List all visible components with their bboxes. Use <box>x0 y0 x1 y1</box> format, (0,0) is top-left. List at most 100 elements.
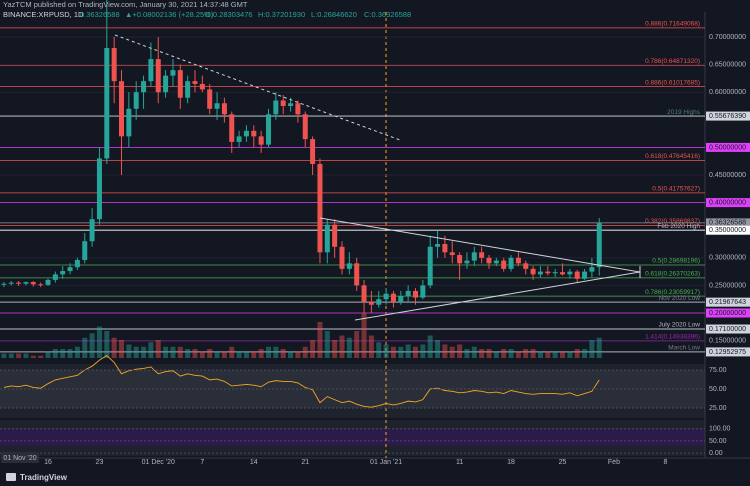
price-tag <box>706 111 750 121</box>
volume-bar <box>67 349 73 358</box>
candle-body <box>266 114 271 145</box>
candle-body <box>280 100 286 107</box>
volume-bar <box>96 326 102 358</box>
candle-body <box>229 114 235 142</box>
candle-body <box>258 136 264 145</box>
level-label: 0.5(0.28698196) <box>652 258 700 265</box>
volume-bar <box>405 344 411 358</box>
x-tick-label: 8 <box>663 459 667 466</box>
x-tick-label: 23 <box>96 459 104 466</box>
price-tag <box>706 308 750 318</box>
volume-bar <box>464 349 470 358</box>
candle-body <box>60 271 66 275</box>
candle-body <box>214 103 220 109</box>
x-tick-label: 14 <box>250 459 258 466</box>
candle-body <box>207 89 213 109</box>
volume-bar <box>199 351 205 358</box>
volume-bar <box>52 349 58 358</box>
candle-body <box>104 48 110 159</box>
volume-bar <box>324 331 330 358</box>
level-label: 0.618(0.47645416) <box>645 153 700 160</box>
volume-bar <box>368 335 374 358</box>
volume-bar <box>192 349 198 358</box>
volume-bar <box>141 346 147 358</box>
level-label: Feb 2020 High <box>657 223 700 230</box>
candle-body <box>324 224 330 253</box>
volume-bar <box>493 351 499 358</box>
volume-bar <box>82 337 88 358</box>
candle-body <box>354 263 360 286</box>
volume-bar <box>30 355 36 358</box>
volume-bar <box>38 355 44 358</box>
candle-body <box>435 244 441 247</box>
candle-body <box>471 252 477 261</box>
date-box <box>1 452 39 463</box>
volume-bar <box>74 346 80 358</box>
candle-body <box>163 75 169 93</box>
price-tag <box>706 142 750 152</box>
volume-bar <box>435 340 441 358</box>
volume-bar <box>442 344 448 358</box>
candle-body <box>420 285 426 298</box>
candle-body <box>295 103 301 115</box>
x-tick-label: 21 <box>301 459 309 466</box>
candle-body <box>501 260 507 269</box>
volume-bar <box>383 344 389 358</box>
x-tick-label: 7 <box>200 459 204 466</box>
volume-bar <box>560 351 565 358</box>
candle-body <box>236 136 242 142</box>
stoch-tick-label: 100.00 <box>709 426 731 433</box>
candle-body <box>1 283 7 285</box>
volume-bar <box>133 346 139 358</box>
y-tick-label: 0.70000000 <box>709 34 746 41</box>
price-tag-label: 0.35000000 <box>709 227 746 234</box>
candle-body <box>442 244 448 253</box>
candle-body <box>96 158 102 220</box>
volume-bar <box>427 335 433 358</box>
volume-bar <box>243 351 249 358</box>
candle-body <box>413 290 418 298</box>
candle-body <box>368 301 374 305</box>
candle-body <box>383 293 389 300</box>
candle-body <box>596 223 602 268</box>
level-label: 0.786(0.64871320) <box>645 58 700 65</box>
x-tick-label: Feb <box>608 459 620 466</box>
volume-bar <box>501 349 507 358</box>
volume-bar <box>111 337 117 358</box>
x-tick-label: 01 Jan '21 <box>370 459 402 466</box>
publisher: YazTCM published on TradingView.com, Jan… <box>3 0 248 9</box>
candle-body <box>567 271 573 275</box>
price-tag-label: 0.12952975 <box>709 349 746 356</box>
candle-body <box>273 100 279 115</box>
volume-bar <box>310 340 316 358</box>
volume-bar <box>376 342 382 358</box>
volume-bar <box>508 349 514 358</box>
candle-body <box>390 293 396 302</box>
x-tick-label: 18 <box>507 459 515 466</box>
candle-body <box>288 103 294 107</box>
volume-bar <box>317 322 323 358</box>
candle-body <box>185 81 191 98</box>
candle-body <box>339 246 345 269</box>
price-tag <box>706 198 750 208</box>
x-tick-label: 01 Dec '20 <box>142 459 175 466</box>
volume-bar <box>486 349 492 358</box>
volume-bar <box>515 351 521 358</box>
volume-bar <box>530 349 536 358</box>
candle-body <box>427 246 433 286</box>
candle-body <box>493 260 499 264</box>
level-label: 0.886(0.71649068) <box>645 21 700 28</box>
low: L:0.26846620 <box>311 10 357 19</box>
candle-body <box>67 267 73 272</box>
volume-bar <box>596 337 602 358</box>
volume-bar <box>148 342 154 358</box>
close: C:0.36326588 <box>364 10 411 19</box>
volume-bar <box>1 353 7 358</box>
volume-bar <box>16 353 22 358</box>
volume-bar <box>354 331 360 358</box>
candle-body <box>45 279 51 285</box>
volume-bar <box>589 340 595 358</box>
level-label: 2019 Highs <box>667 109 701 116</box>
change: ▲+0.08002136 (+28.25%) <box>125 10 214 19</box>
symbol: BINANCE:XRPUSD, 1D <box>3 10 84 19</box>
